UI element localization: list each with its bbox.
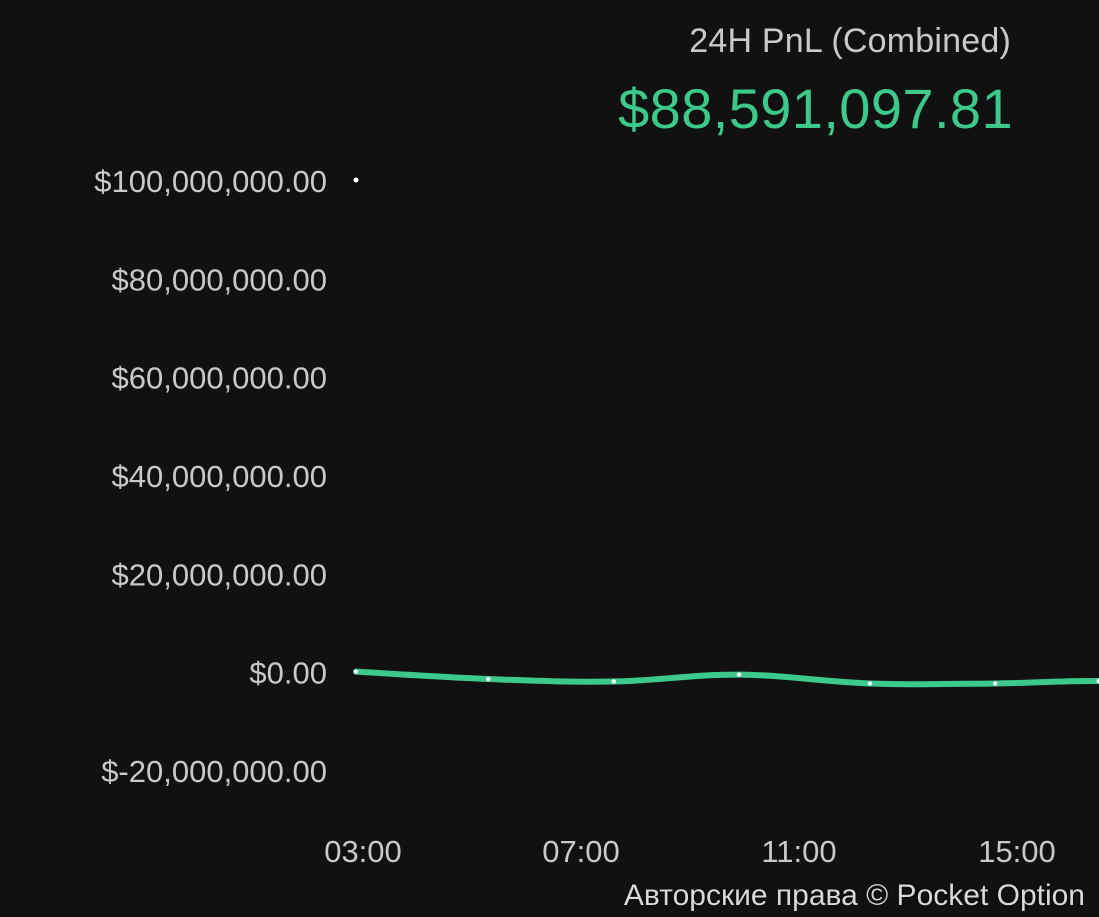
pnl-series-line <box>356 223 1099 687</box>
x-tick-label: 03:00 <box>324 834 402 869</box>
data-point <box>612 679 616 683</box>
axis-top-dot <box>354 178 359 183</box>
y-tick-label: $-20,000,000.00 <box>101 754 327 789</box>
data-point <box>486 677 490 681</box>
y-tick-label: $40,000,000.00 <box>112 459 328 494</box>
data-point <box>354 669 358 673</box>
x-tick-label: 07:00 <box>542 834 620 869</box>
y-tick-label: $80,000,000.00 <box>112 262 328 297</box>
y-tick-label: $20,000,000.00 <box>112 557 328 592</box>
y-tick-label: $0.00 <box>249 656 327 691</box>
y-tick-label: $60,000,000.00 <box>112 361 328 396</box>
data-point <box>737 672 741 676</box>
x-tick-label: 11:00 <box>761 834 836 869</box>
data-point <box>993 681 997 685</box>
x-tick-label: 15:00 <box>978 834 1056 869</box>
copyright-watermark: Авторские права © Pocket Option <box>624 879 1085 913</box>
y-axis: $100,000,000.00 $80,000,000.00 $60,000,000… <box>94 164 358 789</box>
data-points <box>354 221 1099 688</box>
y-tick-label: $100,000,000.00 <box>94 164 327 199</box>
data-point <box>868 681 872 685</box>
series-line <box>356 223 1099 687</box>
